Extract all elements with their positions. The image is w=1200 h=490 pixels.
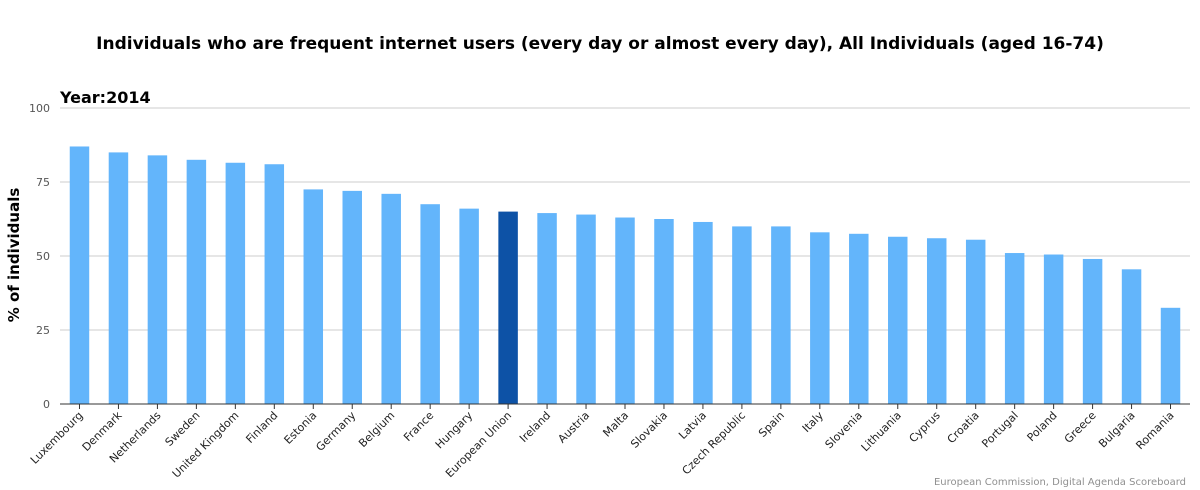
bar-france[interactable]	[420, 204, 440, 404]
bar-croatia[interactable]	[965, 239, 986, 404]
bar-austria[interactable]	[576, 214, 596, 404]
x-tick-label: United Kingdom	[170, 409, 242, 481]
x-tick-label: Estonia	[282, 409, 320, 447]
bar-belgium[interactable]	[381, 193, 401, 404]
credit-text: European Commission, Digital Agenda Scor…	[933, 477, 1186, 488]
bar-czech-republic[interactable]	[732, 226, 752, 404]
bar-slovenia[interactable]	[849, 233, 869, 404]
x-tick-label: Spain	[756, 409, 787, 440]
x-tick-label: Belgium	[356, 409, 397, 450]
bars	[69, 146, 1181, 405]
bar-sweden[interactable]	[186, 159, 207, 404]
chart-title: Individuals who are frequent internet us…	[96, 34, 1104, 54]
bar-hungary[interactable]	[459, 208, 479, 404]
x-tick-label: Germany	[313, 409, 358, 454]
bar-slovakia[interactable]	[654, 219, 674, 404]
x-tick-label: Greece	[1062, 409, 1099, 446]
x-tick-label: Lithuania	[859, 409, 904, 454]
x-tick-label: Slovakia	[628, 409, 670, 451]
bar-ireland[interactable]	[537, 213, 557, 404]
bar-germany[interactable]	[342, 190, 362, 404]
bar-estonia[interactable]	[303, 189, 324, 404]
x-tick-label: Austria	[555, 409, 592, 446]
x-tick-label: Portugal	[979, 409, 1020, 450]
year-label: Year:2014	[60, 88, 151, 107]
x-tick-label: European Union	[443, 409, 514, 480]
x-tick-label: Sweden	[163, 409, 203, 449]
y-tick-label: 100	[29, 102, 50, 115]
bar-poland[interactable]	[1043, 254, 1064, 404]
bar-luxembourg[interactable]	[69, 146, 90, 405]
bar-denmark[interactable]	[108, 152, 129, 404]
x-tick-label: Bulgaria	[1096, 409, 1137, 450]
x-tick-label: Ireland	[517, 409, 553, 445]
x-tick-label: France	[401, 409, 436, 444]
x-tick-label: Finland	[243, 409, 280, 446]
x-tick-label: Italy	[800, 409, 826, 435]
bar-italy[interactable]	[810, 232, 830, 404]
bar-lithuania[interactable]	[888, 236, 908, 404]
bar-spain[interactable]	[771, 226, 791, 404]
bar-malta[interactable]	[615, 217, 635, 404]
x-tick-label: Romania	[1133, 409, 1176, 452]
y-tick-label: 0	[43, 398, 50, 411]
year-label-prefix: Year:	[60, 88, 107, 107]
x-tick-label: Latvia	[676, 409, 709, 442]
bar-portugal[interactable]	[1004, 253, 1025, 404]
bar-greece[interactable]	[1082, 258, 1103, 404]
x-tick-label: Malta	[600, 409, 631, 440]
year-value: 2014	[106, 88, 151, 107]
bar-cyprus[interactable]	[926, 238, 947, 404]
bar-finland[interactable]	[264, 164, 285, 404]
y-tick-label: 50	[36, 250, 50, 263]
bar-european-union[interactable]	[498, 211, 518, 404]
bar-romania[interactable]	[1160, 307, 1181, 404]
x-tick-label: Croatia	[945, 409, 982, 446]
x-tick-label: Poland	[1025, 409, 1060, 444]
bar-united-kingdom[interactable]	[225, 162, 246, 404]
y-tick-label: 75	[36, 176, 50, 189]
bar-latvia[interactable]	[693, 221, 713, 404]
y-tick-label: 25	[36, 324, 50, 337]
x-tick-label: Cyprus	[906, 409, 943, 446]
bar-bulgaria[interactable]	[1121, 269, 1142, 404]
bar-netherlands[interactable]	[147, 155, 168, 404]
x-tick-label: Luxembourg	[28, 409, 86, 467]
